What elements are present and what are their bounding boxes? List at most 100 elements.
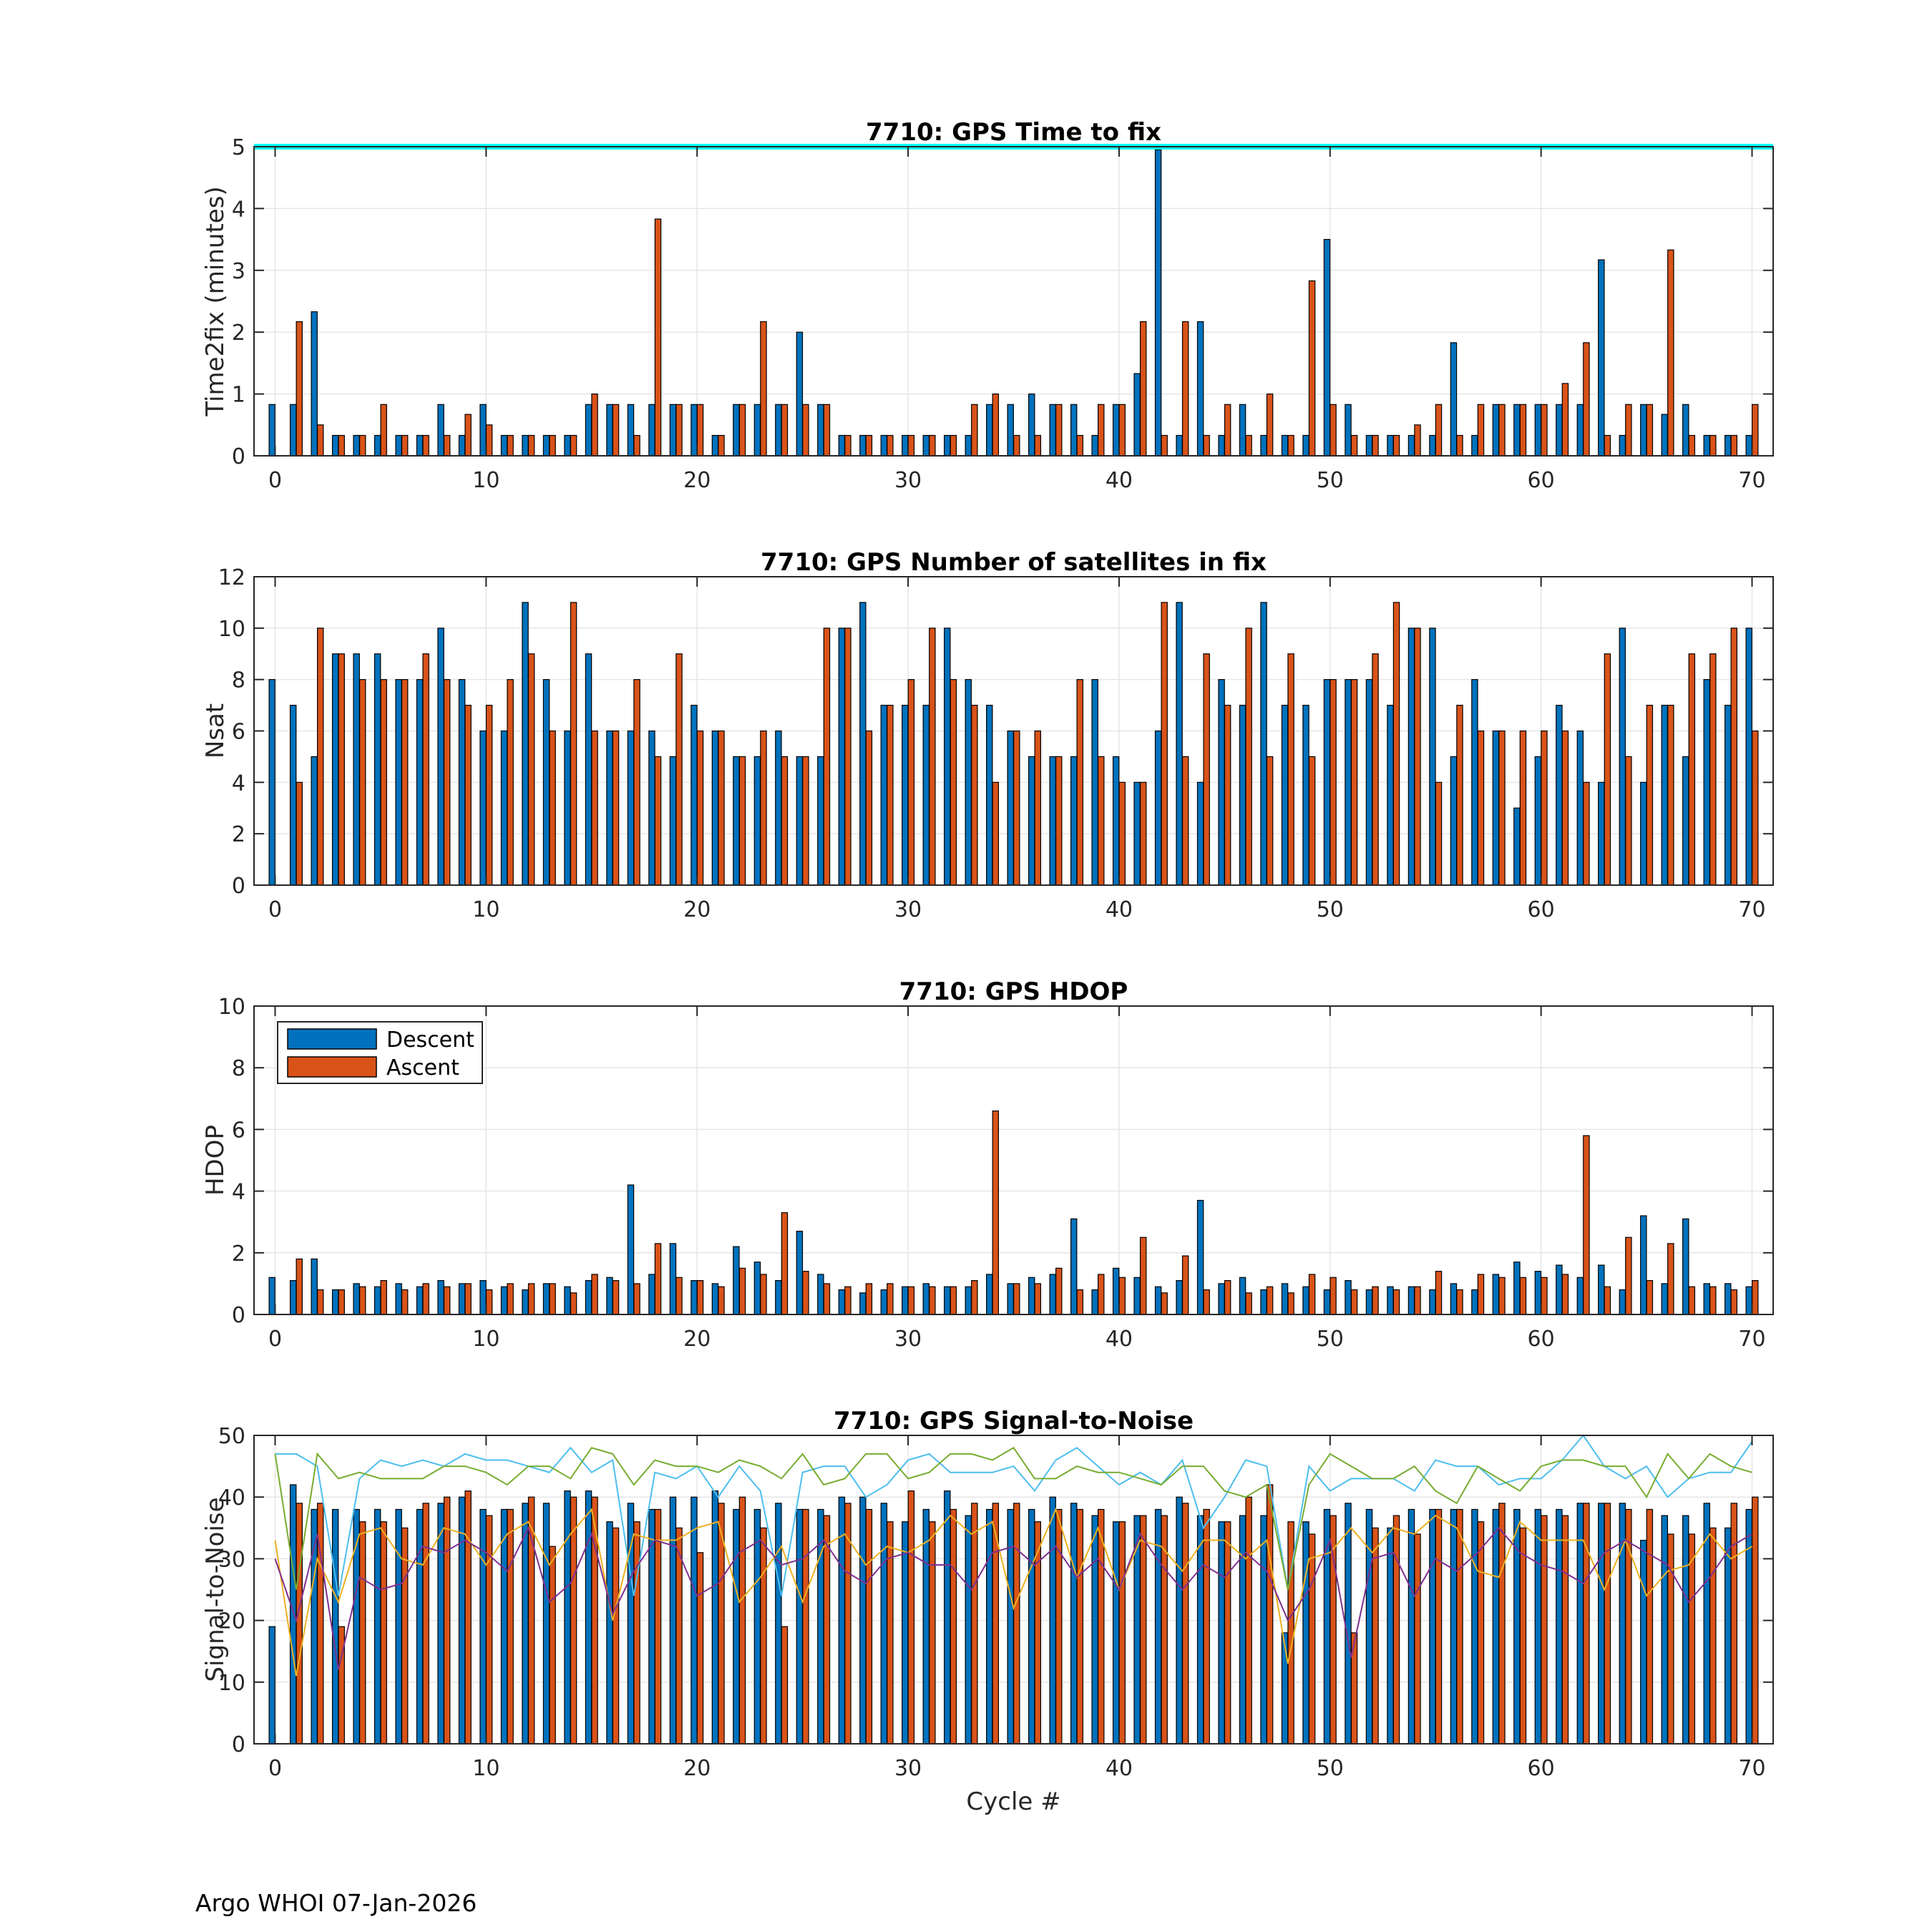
ascent-bar — [971, 1503, 978, 1745]
descent-bar — [1133, 1515, 1141, 1745]
descent-bar — [1007, 1283, 1014, 1315]
descent-bar — [733, 756, 740, 886]
ascent-bar — [1161, 434, 1168, 457]
ascent-bar — [1266, 1484, 1274, 1745]
ascent-bar — [380, 1521, 387, 1745]
descent-bar — [944, 434, 951, 457]
ascent-bar — [1330, 1277, 1337, 1315]
ascent-bar — [633, 434, 640, 457]
descent-bar — [1007, 1508, 1014, 1745]
descent-bar — [395, 679, 402, 886]
descent-bar — [691, 1279, 698, 1315]
ascent-bar — [1139, 321, 1147, 457]
ascent-bar — [1456, 434, 1463, 457]
ascent-bar — [1034, 434, 1041, 457]
descent-bar — [542, 1503, 550, 1745]
descent-bar — [458, 1283, 466, 1315]
ascent-bar — [338, 653, 345, 886]
ascent-bar — [422, 1283, 429, 1315]
ascent-bar — [781, 1212, 789, 1315]
ascent-bar — [1604, 1503, 1611, 1745]
descent-bar — [585, 653, 592, 886]
descent-bar — [374, 653, 381, 886]
ascent-bar — [844, 628, 852, 886]
x-tick-label: 10 — [472, 468, 499, 493]
descent-bar — [606, 1521, 613, 1745]
descent-bar — [1218, 1283, 1225, 1315]
descent-bar — [859, 1496, 867, 1745]
descent-bar — [1112, 1521, 1120, 1745]
descent-bar — [711, 1490, 719, 1745]
descent-bar — [416, 679, 424, 886]
y-tick-label: 30 — [218, 1547, 245, 1572]
ascent-bar — [950, 1508, 957, 1745]
descent-bar — [1703, 434, 1710, 457]
ascent-bar — [696, 1279, 704, 1315]
descent-bar — [753, 404, 761, 457]
descent-bar — [479, 730, 487, 886]
descent-bar — [585, 1279, 592, 1315]
descent-bar — [1724, 1283, 1732, 1315]
ascent-bar — [1477, 1274, 1485, 1315]
ascent-bar — [907, 1286, 915, 1315]
ascent-bar — [1646, 704, 1654, 886]
descent-bar — [1640, 781, 1647, 886]
y-tick-label: 20 — [218, 1609, 245, 1634]
descent-bar — [1471, 1289, 1478, 1315]
ascent-bar — [760, 321, 767, 457]
descent-bar — [353, 1283, 360, 1315]
descent-bar — [1450, 756, 1458, 886]
descent-bar — [353, 434, 360, 457]
descent-bar — [711, 730, 719, 886]
descent-bar — [1007, 730, 1014, 886]
descent-bar — [1196, 1515, 1204, 1745]
ascent-bar — [1392, 434, 1400, 457]
ascent-bar — [823, 628, 831, 886]
descent-bar — [922, 1508, 930, 1745]
ascent-bar — [1181, 321, 1189, 457]
descent-bar — [585, 404, 592, 457]
descent-bar — [922, 704, 930, 886]
ascent-bar — [443, 434, 451, 457]
ascent-bar — [401, 1289, 409, 1315]
ascent-bar — [1730, 434, 1738, 457]
ascent-bar — [1245, 628, 1252, 886]
ascent-bar — [1752, 730, 1759, 886]
chart-title: 7710: GPS Time to fix — [866, 118, 1161, 147]
descent-bar — [796, 1231, 804, 1315]
descent-bar — [1028, 1508, 1035, 1745]
descent-bar — [564, 730, 571, 886]
ascent-bar — [865, 434, 873, 457]
ascent-bar — [317, 1289, 324, 1315]
ascent-bar — [1752, 1279, 1759, 1315]
ascent-bar — [1414, 1286, 1421, 1315]
ascent-bar — [1583, 1135, 1590, 1315]
x-tick-label: 20 — [683, 1756, 711, 1781]
x-tick-label: 50 — [1317, 468, 1344, 493]
descent-bar — [1534, 1508, 1542, 1745]
descent-bar — [437, 628, 444, 886]
ascent-bar — [1350, 434, 1358, 457]
descent-bar — [817, 756, 824, 886]
descent-bar — [1302, 1521, 1309, 1745]
descent-bar — [1176, 602, 1183, 886]
descent-bar — [268, 1277, 275, 1315]
legend-label: Ascent — [386, 1055, 459, 1080]
ascent-bar — [485, 1515, 493, 1745]
x-tick-label: 70 — [1738, 468, 1765, 493]
descent-bar — [268, 1626, 275, 1745]
descent-bar — [1260, 434, 1267, 457]
descent-bar — [1429, 1289, 1436, 1315]
x-tick-label: 0 — [268, 1756, 282, 1781]
descent-bar — [1196, 781, 1204, 886]
x-tick-label: 30 — [894, 1756, 922, 1781]
ascent-bar — [1161, 1292, 1168, 1315]
ascent-bar — [1646, 404, 1654, 457]
y-tick-label: 2 — [232, 822, 245, 847]
descent-bar — [1661, 1515, 1669, 1745]
ascent-bar — [1583, 342, 1590, 457]
ascent-bar — [1097, 1274, 1105, 1315]
descent-bar — [479, 1279, 487, 1315]
descent-bar — [880, 704, 888, 886]
ascent-bar — [1203, 653, 1210, 886]
